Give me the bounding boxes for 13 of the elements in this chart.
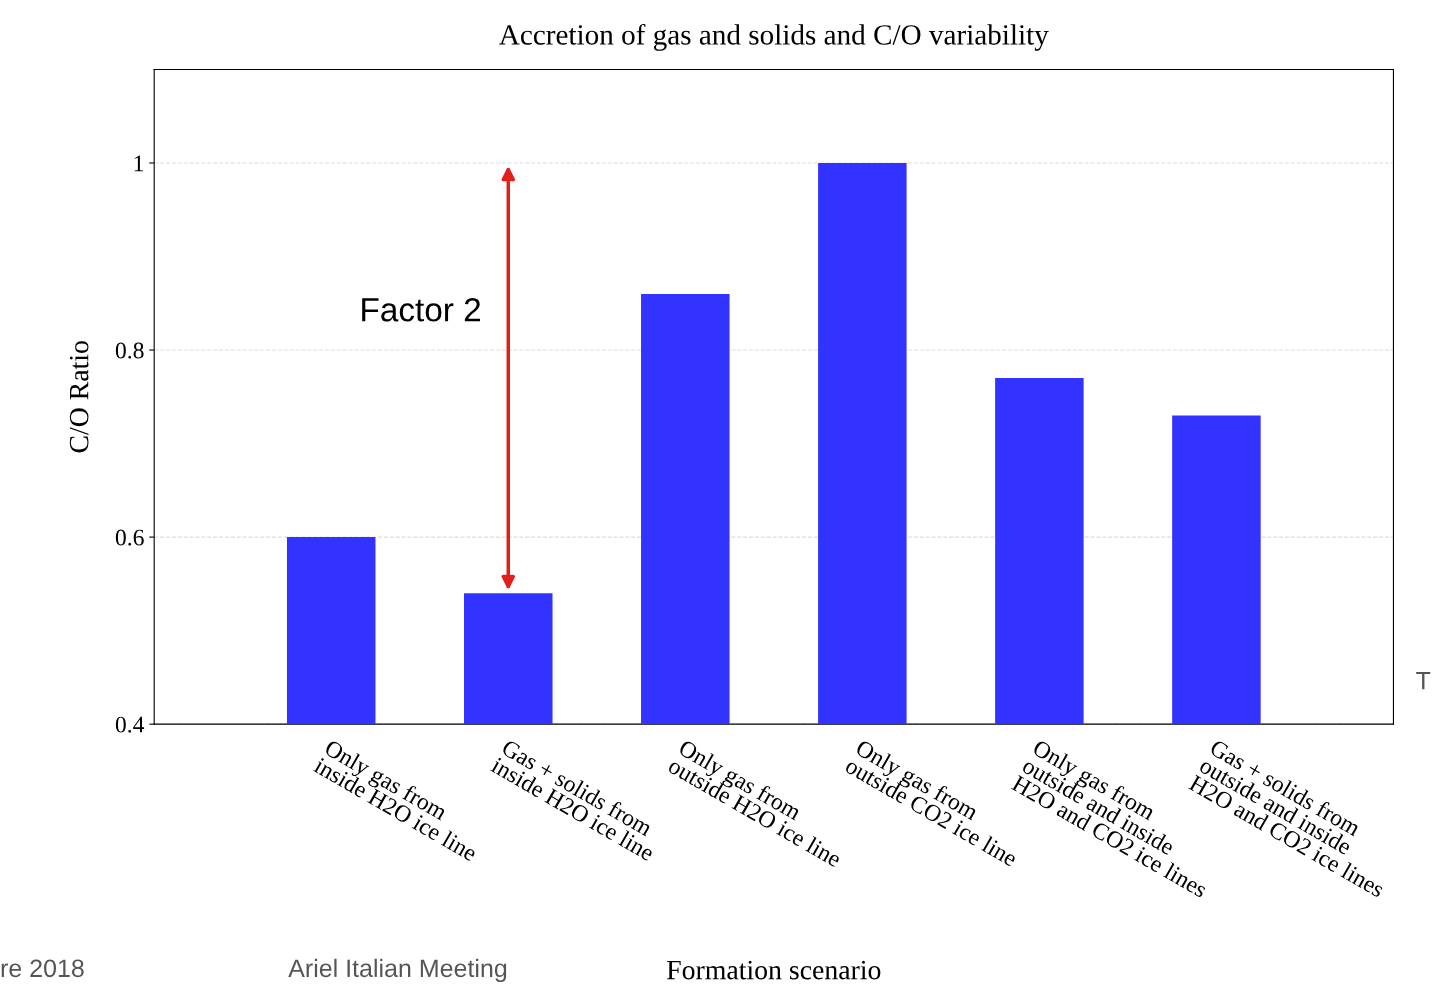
y-tick-label: 0.8	[115, 342, 144, 359]
y-tick-label: 0.4	[115, 716, 145, 733]
y-axis-title: C/O Ratio	[69, 341, 89, 453]
text: T	[1416, 672, 1431, 690]
y-tick-label: 0.6	[115, 529, 144, 546]
text: Ariel Italian Meeting	[288, 958, 507, 983]
y-tick-label: 1	[134, 155, 144, 172]
x-axis-title: Formation scenario	[667, 960, 881, 980]
annotation: Factor 2	[362, 297, 481, 322]
x-tick-label: Only gas from inside H2O ice line	[312, 738, 479, 862]
chart-title: Accretion of gas and solids and C/O variability	[499, 23, 1049, 51]
text: re 2018	[1, 959, 84, 978]
x-tick-label: Gas + solids from inside H2O ice line	[490, 738, 656, 862]
